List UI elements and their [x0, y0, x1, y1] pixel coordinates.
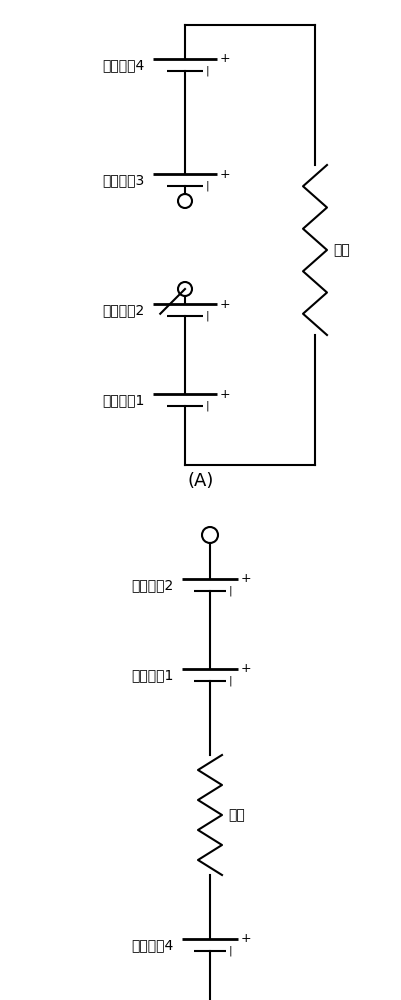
- Text: +: +: [220, 298, 231, 310]
- Text: 单位电池3: 单位电池3: [103, 173, 145, 187]
- Text: |: |: [206, 66, 210, 76]
- Text: +: +: [220, 387, 231, 400]
- Text: |: |: [229, 946, 233, 956]
- Text: |: |: [229, 676, 233, 686]
- Text: |: |: [229, 586, 233, 596]
- Text: 单位电池1: 单位电池1: [132, 668, 174, 682]
- Text: |: |: [206, 311, 210, 321]
- Text: +: +: [220, 167, 231, 180]
- Text: |: |: [206, 401, 210, 411]
- Text: 单位电池1: 单位电池1: [103, 393, 145, 407]
- Text: 负载: 负载: [228, 808, 245, 822]
- Text: (A): (A): [187, 472, 214, 490]
- Text: +: +: [220, 52, 231, 66]
- Text: +: +: [241, 932, 251, 946]
- Text: 单位电池2: 单位电池2: [103, 303, 145, 317]
- Text: 负载: 负载: [333, 243, 350, 257]
- Text: 单位电池2: 单位电池2: [132, 578, 174, 592]
- Text: 单位电池4: 单位电池4: [103, 58, 145, 72]
- Text: +: +: [241, 572, 251, 585]
- Text: |: |: [206, 181, 210, 191]
- Text: 单位电池4: 单位电池4: [132, 938, 174, 952]
- Text: +: +: [241, 662, 251, 676]
